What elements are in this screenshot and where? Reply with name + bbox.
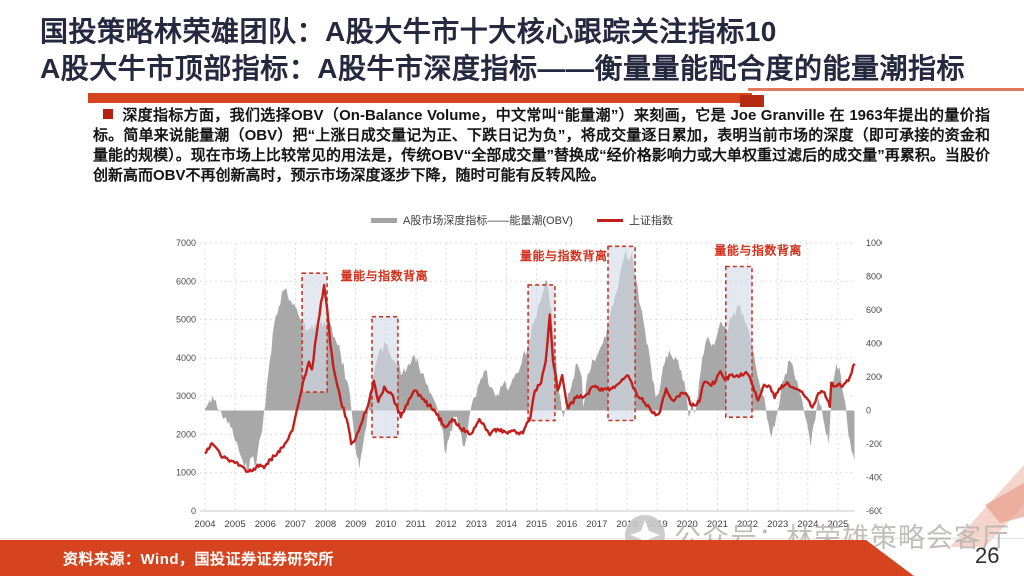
svg-text:-60000: -60000 xyxy=(866,506,882,516)
svg-text:2016: 2016 xyxy=(556,519,577,530)
svg-text:2015: 2015 xyxy=(526,519,547,530)
accent-square xyxy=(740,95,764,107)
svg-text:20000: 20000 xyxy=(866,372,882,382)
svg-text:2011: 2011 xyxy=(406,519,426,530)
svg-text:2013: 2013 xyxy=(466,519,487,530)
svg-text:1000: 1000 xyxy=(176,468,196,478)
svg-text:2009: 2009 xyxy=(345,519,366,530)
obv-area-swatch-icon xyxy=(371,217,398,223)
svg-text:2022: 2022 xyxy=(737,519,758,530)
legend-label-obv: A股市场深度指标——能量潮(OBV) xyxy=(403,215,573,227)
divergence-annotation: 量能与指数背离 xyxy=(520,248,608,263)
right-axis-labels: -60000 -40000 -20000 0 20000 40000 60000 80000 1… xyxy=(866,238,882,516)
svg-text:2008: 2008 xyxy=(315,519,336,530)
svg-text:2020: 2020 xyxy=(677,519,698,530)
svg-text:2023: 2023 xyxy=(767,519,788,530)
highlight-box xyxy=(607,245,636,422)
svg-text:60000: 60000 xyxy=(866,305,882,315)
footer-band xyxy=(0,540,914,576)
source-note: 资料来源：Wind，国投证券证券研究所 xyxy=(63,551,335,568)
left-axis-labels: 0 1000 2000 3000 4000 5000 6000 7000 xyxy=(176,238,196,516)
sse-line-series xyxy=(204,283,856,473)
svg-text:2021: 2021 xyxy=(707,519,728,530)
svg-text:5000: 5000 xyxy=(176,315,196,325)
page-title-line1: 国投策略林荣雄团队：A股大牛市十大核心跟踪关注指标10 xyxy=(40,16,777,47)
svg-text:2000: 2000 xyxy=(176,429,196,439)
page-number: 26 xyxy=(975,543,1000,568)
svg-text:80000: 80000 xyxy=(866,272,882,282)
svg-text:2005: 2005 xyxy=(225,519,246,530)
svg-text:0: 0 xyxy=(866,406,871,416)
highlight-box xyxy=(724,265,753,418)
svg-text:6000: 6000 xyxy=(176,276,196,286)
divergence-annotation: 量能与指数背离 xyxy=(714,243,802,258)
bullet-square-icon xyxy=(103,109,113,119)
legend-item-obv: A股市场深度指标——能量潮(OBV) xyxy=(371,212,573,228)
red-angle-watermark-icon xyxy=(950,465,1024,547)
accent-thin-line xyxy=(748,88,1024,91)
svg-text:2025: 2025 xyxy=(827,519,848,530)
svg-text:0: 0 xyxy=(191,506,196,516)
svg-text:7000: 7000 xyxy=(176,238,196,248)
svg-text:2006: 2006 xyxy=(255,519,276,530)
legend-label-sse: 上证指数 xyxy=(628,215,673,227)
svg-text:2017: 2017 xyxy=(586,519,607,530)
sse-line-swatch-icon xyxy=(596,218,623,222)
svg-text:-20000: -20000 xyxy=(866,439,882,449)
chart-legend: A股市场深度指标——能量潮(OBV) 上证指数 xyxy=(371,212,673,228)
svg-text:2012: 2012 xyxy=(436,519,457,530)
svg-text:4000: 4000 xyxy=(176,353,196,363)
title-block: 国投策略林荣雄团队：A股大牛市十大核心跟踪关注指标10 A股大牛市顶部指标：A股… xyxy=(40,13,1010,87)
body-text: 深度指标方面，我们选择OBV（On-Balance Volume，中文常叫“能量… xyxy=(93,107,990,184)
svg-text:2007: 2007 xyxy=(285,519,306,530)
svg-text:2010: 2010 xyxy=(375,519,396,530)
svg-text:2004: 2004 xyxy=(194,519,215,530)
legend-item-sse: 上证指数 xyxy=(596,212,673,228)
svg-text:3000: 3000 xyxy=(176,391,196,401)
divider-hairline xyxy=(0,538,1024,539)
page-title-line2: A股大牛市顶部指标：A股牛市深度指标——衡量量能配合度的能量潮指标 xyxy=(40,53,965,84)
svg-text:2018: 2018 xyxy=(616,519,637,530)
svg-text:2024: 2024 xyxy=(797,519,818,530)
svg-text:100000: 100000 xyxy=(866,238,882,248)
svg-text:40000: 40000 xyxy=(866,339,882,349)
accent-bar xyxy=(88,93,752,103)
x-axis-labels: 2004 2005 2006 2007 2008 2009 2010 2011 2012 2013… xyxy=(194,519,848,530)
svg-text:2014: 2014 xyxy=(496,519,517,530)
body-paragraph: 深度指标方面，我们选择OBV（On-Balance Volume，中文常叫“能量… xyxy=(93,106,990,186)
divergence-annotation: 量能与指数背离 xyxy=(341,268,429,283)
svg-text:-40000: -40000 xyxy=(866,473,882,483)
highlight-box xyxy=(371,315,399,439)
